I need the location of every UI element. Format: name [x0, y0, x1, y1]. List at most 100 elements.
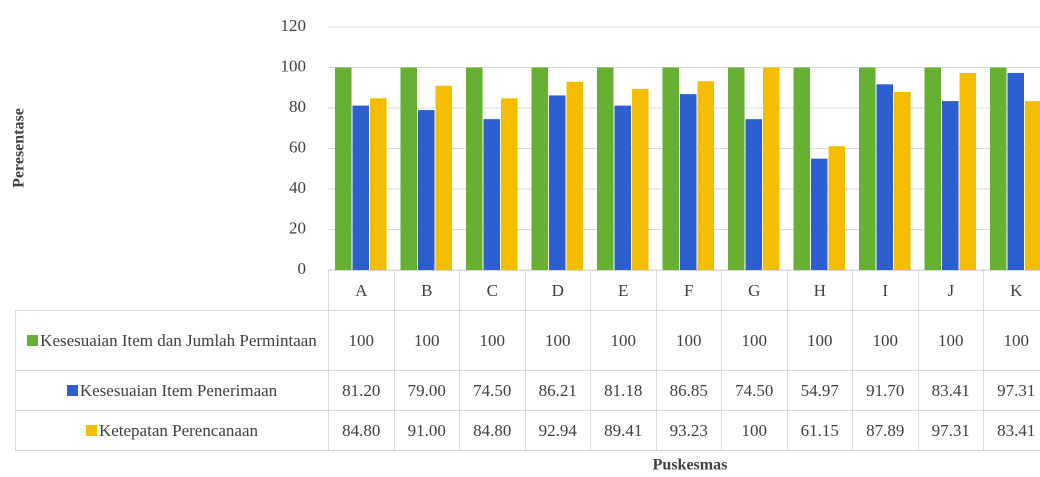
- bar: [466, 67, 483, 270]
- legend-entry: Ketepatan Perencanaan: [85, 420, 259, 441]
- bar: [400, 67, 417, 270]
- value-cell: 100: [786, 310, 853, 371]
- value-cell: 74.50: [721, 370, 788, 411]
- category-cell: A: [328, 270, 395, 311]
- value-cell: 54.97: [786, 370, 853, 411]
- value-cell: 100: [524, 310, 591, 371]
- bar: [614, 105, 631, 270]
- legend-entry: Kesesuaian Item dan Jumlah Permintaan: [27, 330, 317, 351]
- value-cell: 92.94: [524, 410, 591, 451]
- bar: [811, 158, 828, 270]
- category-cell: J: [917, 270, 984, 311]
- legend-label: Ketepatan Perencanaan: [98, 421, 259, 440]
- category-cell: E: [590, 270, 657, 311]
- bar: [501, 98, 518, 270]
- y-tick-label: 100: [281, 56, 307, 75]
- value-cell: 79.00: [393, 370, 460, 411]
- category-cell: D: [524, 270, 591, 311]
- value-cell: 100: [590, 310, 657, 371]
- bar: [1025, 101, 1040, 270]
- y-tick-label: 0: [298, 259, 307, 278]
- category-cell: B: [393, 270, 460, 311]
- y-tick-label: 40: [289, 178, 306, 197]
- value-cell: 100: [983, 310, 1040, 371]
- y-tick-label: 120: [281, 16, 307, 35]
- category-cell: H: [786, 270, 853, 311]
- value-cell: 100: [721, 310, 788, 371]
- y-tick-label: 20: [289, 218, 306, 237]
- bar: [763, 67, 780, 270]
- bar: [566, 81, 583, 270]
- y-tick-label: 60: [289, 137, 306, 156]
- category-cell: I: [852, 270, 919, 311]
- value-cell: 91.00: [393, 410, 460, 451]
- value-cell: 100: [393, 310, 460, 371]
- bar: [697, 81, 714, 270]
- value-cell: 61.15: [786, 410, 853, 451]
- value-cell: 100: [917, 310, 984, 371]
- value-cell: 100: [655, 310, 722, 371]
- bar: [597, 67, 614, 270]
- bar: [793, 67, 810, 270]
- bar: [942, 101, 959, 270]
- value-cell: 100: [459, 310, 526, 371]
- value-cell: 86.21: [524, 370, 591, 411]
- bar: [745, 119, 762, 270]
- bar: [483, 119, 500, 270]
- category-cell: F: [655, 270, 722, 311]
- value-cell: 84.80: [459, 410, 526, 451]
- category-cell: C: [459, 270, 526, 311]
- y-axis-title: Peresentase: [11, 108, 28, 188]
- legend-swatch: [27, 335, 39, 346]
- value-cell: 100: [852, 310, 919, 371]
- bar: [352, 105, 369, 270]
- value-cell: 97.31: [983, 370, 1040, 411]
- value-cell: 83.41: [983, 410, 1040, 451]
- bar: [662, 67, 679, 270]
- bar: [894, 92, 911, 270]
- value-cell: 83.41: [917, 370, 984, 411]
- legend-cell: Kesesuaian Item Penerimaan: [15, 370, 329, 411]
- legend-swatch: [85, 425, 97, 436]
- legend-swatch: [66, 385, 78, 396]
- bar: [990, 67, 1007, 270]
- bar: [632, 88, 649, 270]
- value-cell: 81.20: [328, 370, 395, 411]
- value-cell: 87.89: [852, 410, 919, 451]
- value-cell: 93.23: [655, 410, 722, 451]
- value-cell: 100: [721, 410, 788, 451]
- legend-label: Kesesuaian Item dan Jumlah Permintaan: [40, 331, 317, 350]
- bar: [435, 85, 452, 270]
- value-cell: 81.18: [590, 370, 657, 411]
- category-cell: K: [983, 270, 1040, 311]
- x-axis-title: Puskesmas: [653, 457, 728, 474]
- legend-cell: Kesesuaian Item dan Jumlah Permintaan: [15, 310, 329, 371]
- bar: [859, 67, 876, 270]
- legend-cell: Ketepatan Perencanaan: [15, 410, 329, 451]
- value-cell: 86.85: [655, 370, 722, 411]
- bar: [924, 67, 941, 270]
- value-cell: 84.80: [328, 410, 395, 451]
- bar: [370, 98, 387, 270]
- bar: [549, 95, 566, 271]
- bar: [418, 110, 435, 271]
- legend-entry: Kesesuaian Item Penerimaan: [66, 380, 278, 401]
- y-tick-label: 80: [289, 97, 306, 116]
- bar: [335, 67, 352, 270]
- bar: [680, 94, 697, 270]
- bar: [728, 67, 745, 270]
- bar: [531, 67, 548, 270]
- bar: [959, 72, 976, 270]
- bar: [876, 84, 893, 271]
- category-cell: G: [721, 270, 788, 311]
- bar: [1007, 72, 1024, 270]
- value-cell: 91.70: [852, 370, 919, 411]
- legend-label: Kesesuaian Item Penerimaan: [79, 381, 278, 400]
- value-cell: 100: [328, 310, 395, 371]
- value-cell: 97.31: [917, 410, 984, 451]
- value-cell: 89.41: [590, 410, 657, 451]
- bar: [828, 146, 845, 270]
- value-cell: 74.50: [459, 370, 526, 411]
